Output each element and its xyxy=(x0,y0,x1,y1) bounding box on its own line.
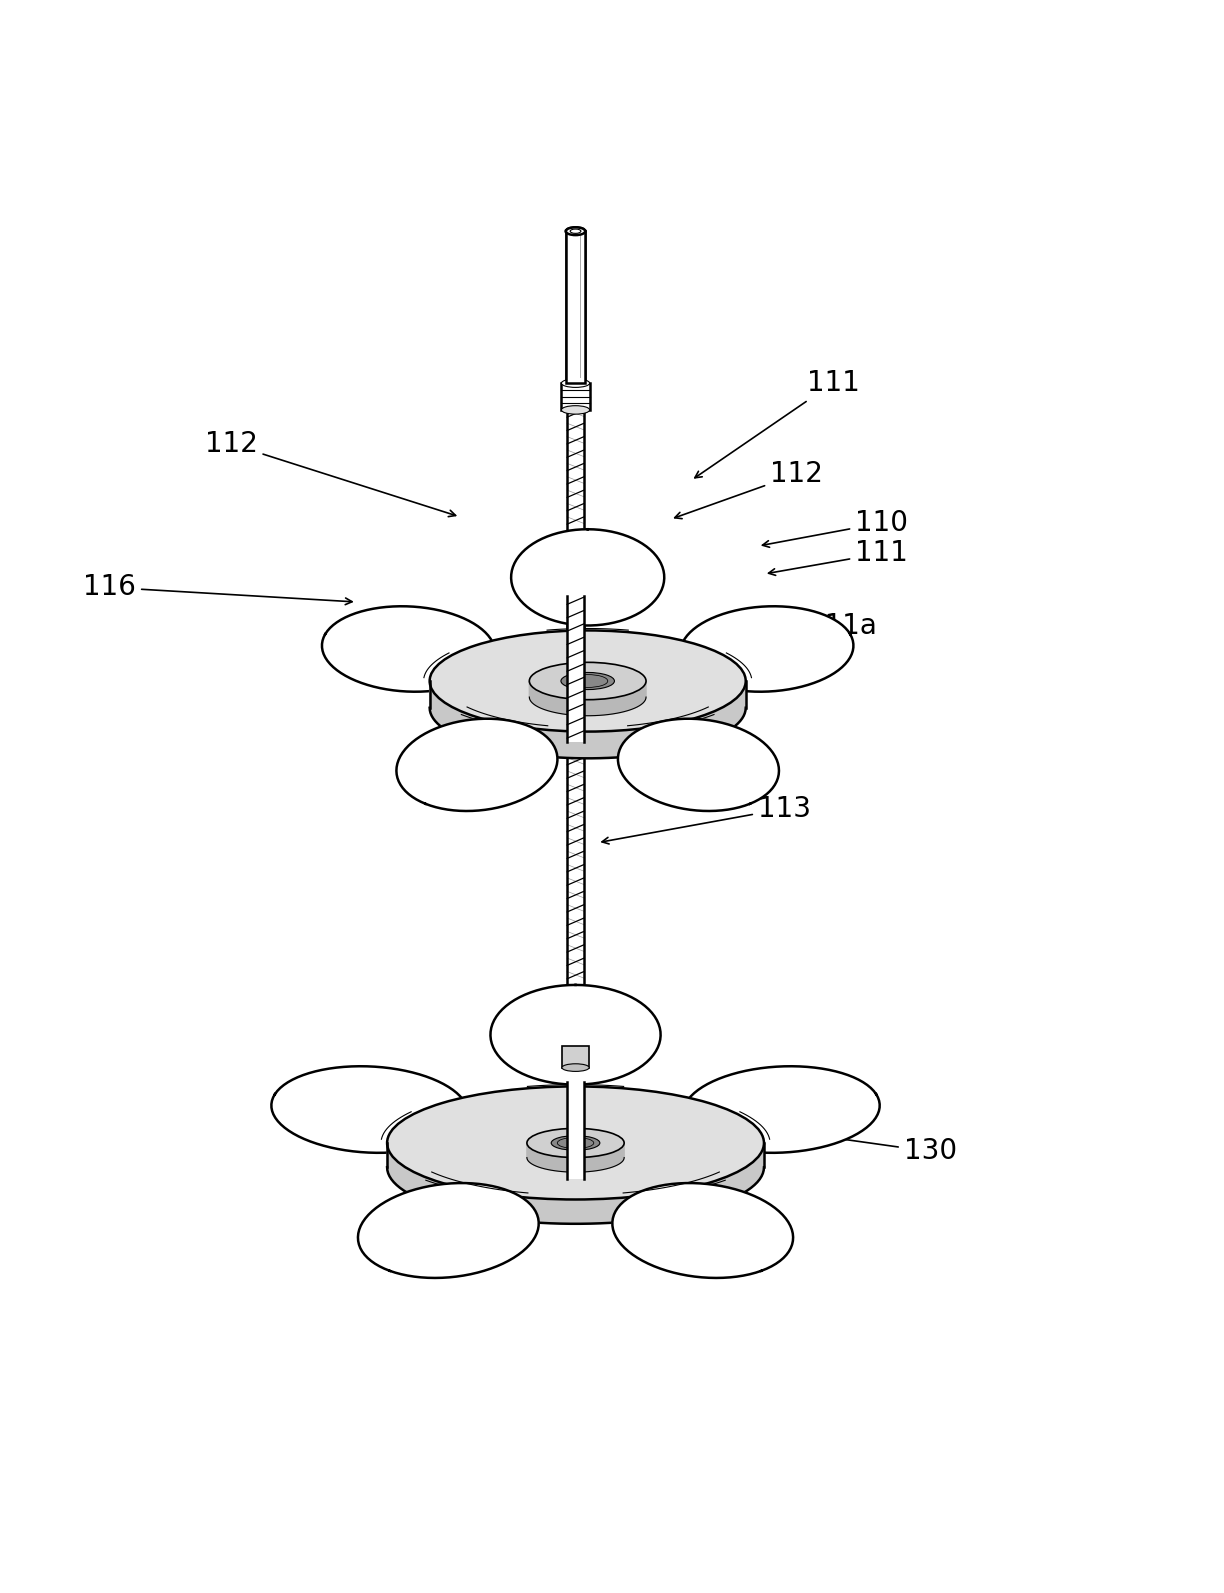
Ellipse shape xyxy=(565,228,585,236)
Polygon shape xyxy=(618,718,778,811)
Text: 112: 112 xyxy=(674,460,823,519)
Ellipse shape xyxy=(562,1064,589,1072)
Polygon shape xyxy=(612,1184,793,1278)
Ellipse shape xyxy=(565,228,585,236)
Bar xyxy=(565,231,585,384)
Polygon shape xyxy=(681,607,853,691)
Polygon shape xyxy=(272,1066,468,1153)
Bar xyxy=(567,1082,584,1179)
Text: 113: 113 xyxy=(602,795,810,844)
Polygon shape xyxy=(357,1184,539,1278)
Polygon shape xyxy=(387,1142,764,1223)
Ellipse shape xyxy=(430,631,745,731)
Polygon shape xyxy=(512,529,665,626)
Polygon shape xyxy=(526,1142,624,1172)
Bar xyxy=(567,596,584,742)
Bar xyxy=(567,409,584,1045)
Polygon shape xyxy=(683,1066,880,1153)
Text: 116: 116 xyxy=(83,573,353,605)
Text: 111a: 111a xyxy=(726,612,876,640)
Bar xyxy=(565,231,585,384)
Polygon shape xyxy=(430,682,745,758)
Text: 111: 111 xyxy=(769,540,908,575)
Ellipse shape xyxy=(387,1086,764,1200)
Ellipse shape xyxy=(551,1136,600,1150)
Ellipse shape xyxy=(529,663,646,699)
Text: 111: 111 xyxy=(695,370,859,478)
Bar xyxy=(562,1045,589,1067)
Text: 130: 130 xyxy=(805,1131,957,1166)
Text: 112: 112 xyxy=(204,430,455,516)
Polygon shape xyxy=(529,682,646,715)
Polygon shape xyxy=(322,607,494,691)
Ellipse shape xyxy=(561,672,614,690)
Polygon shape xyxy=(491,984,661,1085)
Text: 110: 110 xyxy=(763,510,908,548)
Polygon shape xyxy=(397,718,557,811)
Ellipse shape xyxy=(526,1128,624,1158)
Bar xyxy=(562,384,590,409)
Ellipse shape xyxy=(562,406,590,414)
Ellipse shape xyxy=(562,379,590,387)
